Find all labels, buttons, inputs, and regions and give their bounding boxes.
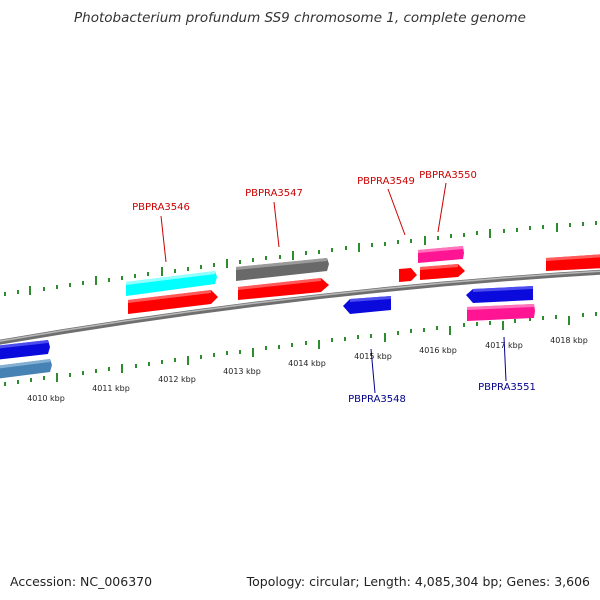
kbp-label-4015: 4015 kbp <box>354 352 392 361</box>
kbp-label-4014: 4014 kbp <box>288 359 326 368</box>
map-title: Photobacterium profundum SS9 chromosome … <box>74 10 526 26</box>
tick-row-lower <box>4 312 597 386</box>
kbp-label-4016: 4016 kbp <box>419 346 457 355</box>
gene-red-3546[interactable] <box>128 290 218 314</box>
kbp-label-4013: 4013 kbp <box>223 367 261 376</box>
lower-minor-ticks <box>4 312 597 386</box>
gene-label-3548[interactable]: PBPRA3548 <box>348 394 406 405</box>
leader-3546 <box>160 215 167 263</box>
gene-label-3549[interactable]: PBPRA3549 <box>357 176 415 187</box>
gene-features <box>0 246 600 379</box>
gene-grey-3547[interactable] <box>236 258 329 281</box>
leader-3549 <box>387 188 406 236</box>
leader-3548 <box>370 348 376 394</box>
gene-label-3546[interactable]: PBPRA3546 <box>132 202 190 213</box>
leader-3551 <box>503 336 507 382</box>
leader-3547 <box>273 201 280 248</box>
gene-label-3551[interactable]: PBPRA3551 <box>478 382 536 393</box>
tick-row-upper <box>4 221 597 296</box>
upper-major-ticks <box>29 223 558 295</box>
genome-summary-text: Topology: circular; Length: 4,085,304 bp… <box>246 574 590 589</box>
accession-text: Accession: NC_006370 <box>10 574 153 589</box>
kbp-label-4012: 4012 kbp <box>158 375 196 384</box>
gene-red-3549[interactable] <box>399 268 417 282</box>
gene-label-3547[interactable]: PBPRA3547 <box>245 188 303 199</box>
lower-major-ticks <box>56 316 570 382</box>
chromosome-backbone-highlight <box>0 270 600 342</box>
chromosome-backbone <box>0 269 600 345</box>
leader-3550 <box>437 182 447 233</box>
gene-red-3547[interactable] <box>238 278 329 300</box>
kbp-label-4010: 4010 kbp <box>27 394 65 403</box>
gene-cyan-3546[interactable] <box>126 271 217 296</box>
gene-label-3550[interactable]: PBPRA3550 <box>419 170 477 181</box>
upper-minor-ticks <box>4 221 597 296</box>
kbp-label-4011: 4011 kbp <box>92 384 130 393</box>
kbp-label-4018: 4018 kbp <box>550 336 588 345</box>
